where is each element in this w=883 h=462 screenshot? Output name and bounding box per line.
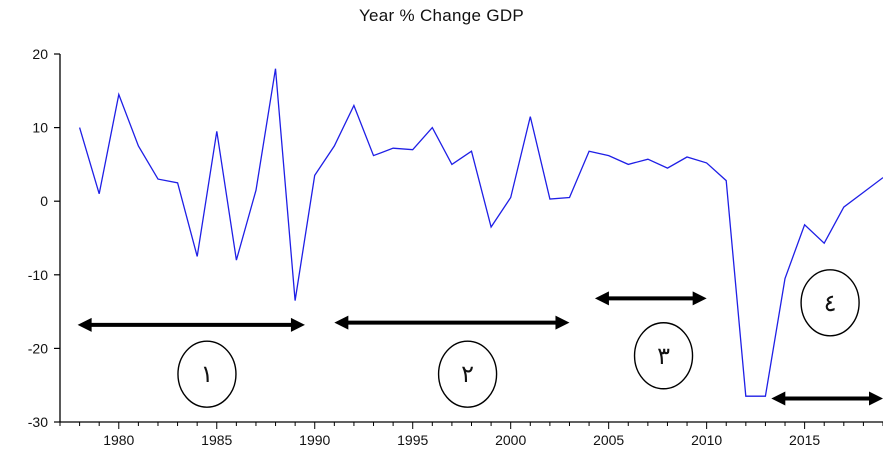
y-tick-label: 0	[40, 193, 48, 209]
y-tick-label: 10	[32, 120, 48, 136]
annotation-2: ٢	[334, 316, 569, 408]
annotation-label: ٢	[461, 361, 474, 388]
arrow-head-left	[771, 391, 785, 405]
annotation-4: ٤	[771, 270, 883, 406]
arrow-head-right	[869, 391, 883, 405]
x-tick-label: 1980	[103, 432, 134, 448]
x-tick-label: 1995	[397, 432, 428, 448]
annotation-label: ٤	[824, 290, 837, 317]
y-tick-label: -10	[28, 267, 48, 283]
arrow-head-left	[595, 291, 609, 305]
arrow-head-left	[334, 316, 348, 330]
x-tick-label: 2000	[495, 432, 526, 448]
x-tick-label: 2015	[789, 432, 820, 448]
arrow-head-left	[78, 318, 92, 332]
x-tick-label: 1985	[201, 432, 232, 448]
x-tick-label: 2010	[691, 432, 722, 448]
y-tick-label: -20	[28, 340, 48, 356]
arrow-head-right	[291, 318, 305, 332]
annotation-3: ٣	[595, 291, 707, 388]
x-tick-label: 1990	[299, 432, 330, 448]
annotation-label: ١	[201, 361, 214, 388]
arrow-head-right	[555, 316, 569, 330]
annotation-label: ٣	[657, 343, 670, 370]
y-tick-label: 20	[32, 46, 48, 62]
annotation-1: ١	[78, 318, 305, 407]
y-tick-label: -30	[28, 414, 48, 430]
arrow-head-right	[693, 291, 707, 305]
x-tick-label: 2005	[593, 432, 624, 448]
chart-title: Year % Change GDP	[0, 6, 883, 26]
